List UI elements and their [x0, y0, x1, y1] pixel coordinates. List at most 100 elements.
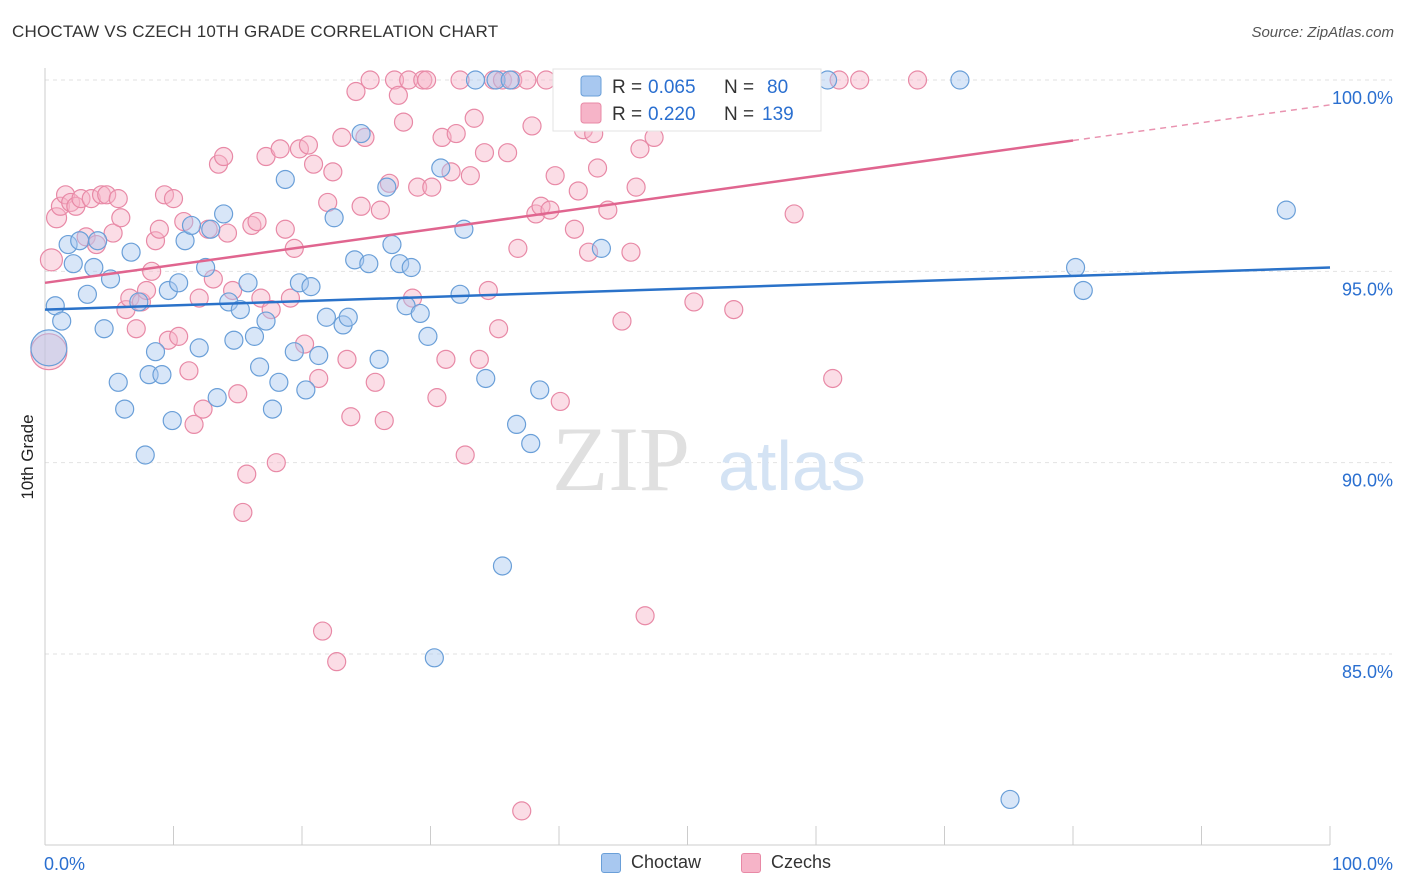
legend-r-label: R =	[612, 77, 642, 98]
czechs-point	[111, 208, 131, 228]
czechs-point	[568, 181, 588, 201]
choctaw-point	[401, 257, 421, 278]
gridlines	[45, 79, 1392, 655]
tick-labels: 85.0% 90.0% 95.0% 100.0% 0.0% 100.0%	[44, 88, 1393, 874]
czechs-point	[136, 280, 157, 301]
czechs-point	[179, 361, 199, 381]
czechs-point	[149, 219, 169, 239]
legend-r-value: 0.065	[648, 77, 696, 98]
czechs-point	[108, 189, 128, 209]
choctaw-point	[256, 311, 276, 331]
choctaw-point	[351, 123, 371, 144]
czechs-point	[169, 326, 189, 346]
source-label: Source: ZipAtlas.com	[1251, 24, 1394, 41]
czechs-point	[360, 70, 380, 90]
czechs-point	[370, 200, 390, 220]
choctaw-point	[506, 414, 527, 434]
czechs-point	[432, 127, 452, 147]
choctaw-point	[301, 277, 321, 297]
czechs-point	[907, 70, 928, 90]
czechs-point	[492, 70, 513, 90]
legend-swatch-choctaw	[580, 75, 602, 97]
czechs-point	[684, 292, 704, 312]
choctaw-point	[359, 254, 379, 274]
czechs-point	[145, 231, 166, 251]
choctaw-point	[189, 338, 209, 358]
y-tick-label: 85.0%	[1342, 662, 1393, 682]
choctaw-point	[431, 158, 451, 178]
choctaw-point	[162, 410, 182, 431]
choctaw-point	[88, 231, 108, 251]
choctaw-point	[84, 257, 104, 278]
czechs-point	[612, 311, 632, 331]
choctaw-point	[63, 254, 83, 274]
choctaw-point	[950, 70, 970, 90]
choctaw-point	[450, 284, 470, 304]
czechs-point	[427, 388, 447, 408]
czechs-point	[71, 189, 91, 209]
choctaw-point	[424, 648, 444, 668]
choctaw-point	[129, 292, 149, 312]
czechs-point	[365, 372, 385, 392]
choctaw-point	[296, 380, 316, 400]
czechs-point	[327, 652, 347, 672]
czechs-point	[346, 81, 366, 102]
czechs-trend-line	[44, 139, 1074, 285]
czechs-point	[545, 166, 565, 186]
czechs-point	[630, 139, 650, 159]
czechs-point	[309, 368, 329, 389]
choctaw-point	[169, 273, 189, 293]
czechs-point	[337, 349, 357, 369]
choctaw-point	[275, 169, 295, 190]
czechs-point	[517, 70, 537, 90]
czechs-point	[323, 162, 343, 182]
czechs-point	[446, 123, 466, 144]
czechs-point	[635, 606, 655, 626]
legend-label-choctaw: Choctaw	[631, 852, 702, 872]
choctaw-point	[238, 273, 258, 293]
choctaw-point	[316, 307, 337, 327]
czechs-point	[184, 414, 204, 434]
czechs-point	[455, 445, 475, 465]
czechs-point	[784, 204, 804, 224]
czechs-point	[384, 70, 405, 90]
choctaw-point	[289, 273, 310, 293]
czechs-point	[163, 189, 184, 209]
czechs-point	[489, 319, 509, 339]
czechs-point	[388, 85, 408, 105]
czechs-point	[417, 70, 437, 90]
czechs-point	[298, 135, 319, 155]
czechs-point	[478, 280, 498, 301]
czechs-point	[587, 158, 608, 178]
choctaw-point	[262, 399, 283, 419]
czechs-point	[540, 200, 560, 220]
legend-r-value: 0.220	[648, 104, 696, 125]
czechs-point	[474, 143, 495, 163]
czechs-point	[724, 300, 744, 320]
choctaw-point	[476, 368, 496, 389]
choctaw-point	[244, 326, 265, 346]
choctaw-point	[500, 70, 520, 90]
czechs-point	[39, 248, 64, 272]
czechs-point	[261, 300, 281, 320]
choctaw-point	[224, 330, 244, 350]
choctaw-point	[58, 234, 78, 255]
czechs-point	[823, 368, 843, 389]
czechs-point	[408, 177, 428, 197]
legend-n-value: 139	[762, 104, 794, 125]
czechs-point	[103, 223, 123, 243]
axes	[44, 68, 1331, 846]
czechs-point	[97, 185, 117, 205]
choctaw-point	[486, 70, 506, 90]
czechs-point	[441, 162, 461, 182]
czechs-point	[341, 407, 361, 427]
choctaw-point	[338, 307, 358, 327]
choctaw-point	[530, 380, 550, 400]
data-points	[30, 70, 1296, 821]
czechs-point	[508, 238, 528, 258]
czechs-point	[578, 242, 599, 262]
czechs-point	[61, 192, 81, 213]
legend-n-label: N =	[724, 104, 754, 125]
czechs-point	[158, 330, 178, 350]
